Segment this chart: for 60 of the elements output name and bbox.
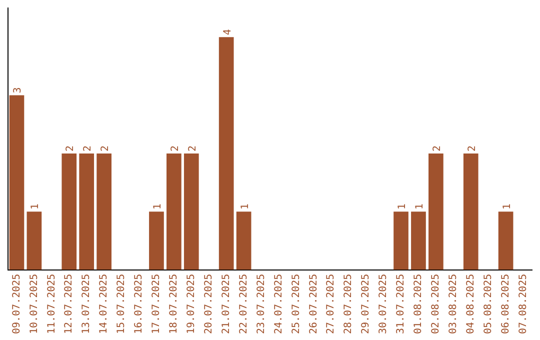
x-tick-label: 09.07.2025	[11, 274, 22, 334]
x-tick-label: 28.07.2025	[343, 274, 354, 334]
x-tick-label: 02.08.2025	[430, 274, 442, 334]
data-label: 2	[432, 145, 443, 152]
x-tick-label: 06.08.2025	[500, 274, 512, 334]
bar	[236, 212, 252, 270]
data-label: 2	[100, 145, 112, 152]
x-tick-label: 16.07.2025	[134, 274, 145, 334]
x-tick-label: 30.07.2025	[378, 274, 390, 334]
data-label: 1	[30, 204, 42, 210]
x-tick-label: 29.07.2025	[360, 274, 372, 334]
bar	[394, 212, 408, 270]
x-tick-label: 07.08.2025	[518, 274, 529, 334]
x-tick-label: 18.07.2025	[168, 274, 180, 334]
bar	[411, 212, 426, 270]
x-tick-label: 21.07.2025	[220, 274, 232, 334]
x-tick-label: 04.08.2025	[465, 274, 476, 334]
x-tick-label: 20.07.2025	[203, 274, 214, 334]
x-tick-label: 25.07.2025	[290, 274, 302, 334]
x-tick-label: 14.07.2025	[98, 274, 110, 334]
x-tick-label: 11.07.2025	[46, 274, 58, 334]
x-tick-label: 13.07.2025	[81, 274, 92, 334]
bar	[166, 153, 182, 270]
bar	[9, 95, 24, 270]
data-label: 2	[65, 145, 76, 152]
data-label: 1	[240, 204, 251, 210]
data-label: 1	[152, 204, 164, 210]
x-tick-label: 23.07.2025	[256, 274, 267, 334]
bar	[498, 212, 514, 270]
data-label: 2	[82, 145, 94, 152]
x-tick-label: 19.07.2025	[186, 274, 197, 334]
bar	[149, 212, 164, 270]
bar	[184, 153, 199, 270]
x-tick-label: 01.08.2025	[413, 274, 424, 334]
bar	[79, 153, 94, 270]
bar	[218, 37, 234, 270]
bar	[96, 153, 112, 270]
bar	[428, 153, 444, 270]
x-tick-label: 22.07.2025	[238, 274, 250, 334]
x-tick-label: 17.07.2025	[151, 274, 162, 334]
data-label: 2	[170, 145, 181, 152]
x-tick-label: 26.07.2025	[308, 274, 320, 334]
data-label: 1	[397, 204, 408, 210]
data-label: 3	[12, 87, 24, 94]
bar	[26, 212, 42, 270]
data-label: 1	[414, 204, 426, 210]
x-tick-label: 31.07.2025	[396, 274, 407, 334]
bar	[62, 153, 77, 270]
x-tick-label: 10.07.2025	[28, 274, 40, 334]
x-tick-label: 15.07.2025	[116, 274, 128, 334]
x-tick-label: 27.07.2025	[326, 274, 337, 334]
data-label: 2	[187, 145, 198, 152]
data-label: 1	[502, 204, 513, 210]
data-label: 4	[222, 29, 234, 36]
x-tick-label: 05.08.2025	[482, 274, 494, 334]
bar	[463, 153, 478, 270]
x-tick-label: 24.07.2025	[273, 274, 284, 334]
x-tick-label: 03.08.2025	[448, 274, 459, 334]
data-label: 2	[466, 145, 478, 152]
x-tick-label: 12.07.2025	[64, 274, 75, 334]
